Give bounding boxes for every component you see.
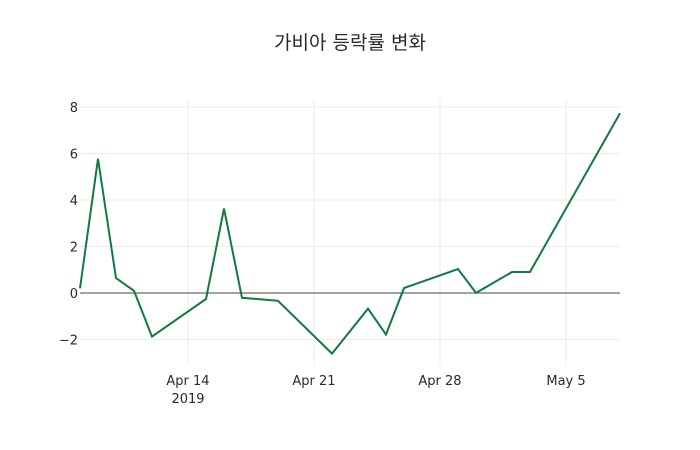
y-tick-label: 6 xyxy=(70,147,78,162)
series-line xyxy=(79,112,621,356)
y-tick-label: 0 xyxy=(70,287,78,302)
y-tick-label: −2 xyxy=(59,333,78,348)
y-axis-tick-labels: 8 6 4 2 0 −2 xyxy=(59,101,78,348)
x-tick-label: Apr 28 xyxy=(418,374,461,389)
x-tick-label: Apr 21 xyxy=(292,374,335,389)
x-tick-label: Apr 14 xyxy=(166,374,209,389)
y-gridlines xyxy=(80,106,620,340)
y-tick-label: 4 xyxy=(70,194,78,209)
x-tick-label: May 5 xyxy=(546,374,585,389)
x-tick-year-label: 2019 xyxy=(171,392,204,407)
x-gridlines xyxy=(187,100,567,365)
y-tick-label: 2 xyxy=(70,240,78,255)
y-tick-label: 8 xyxy=(70,101,78,116)
x-axis-tick-labels: Apr 14 2019 Apr 21 Apr 28 May 5 xyxy=(166,374,585,407)
chart-title: 가비아 등락률 변화 xyxy=(274,32,426,54)
